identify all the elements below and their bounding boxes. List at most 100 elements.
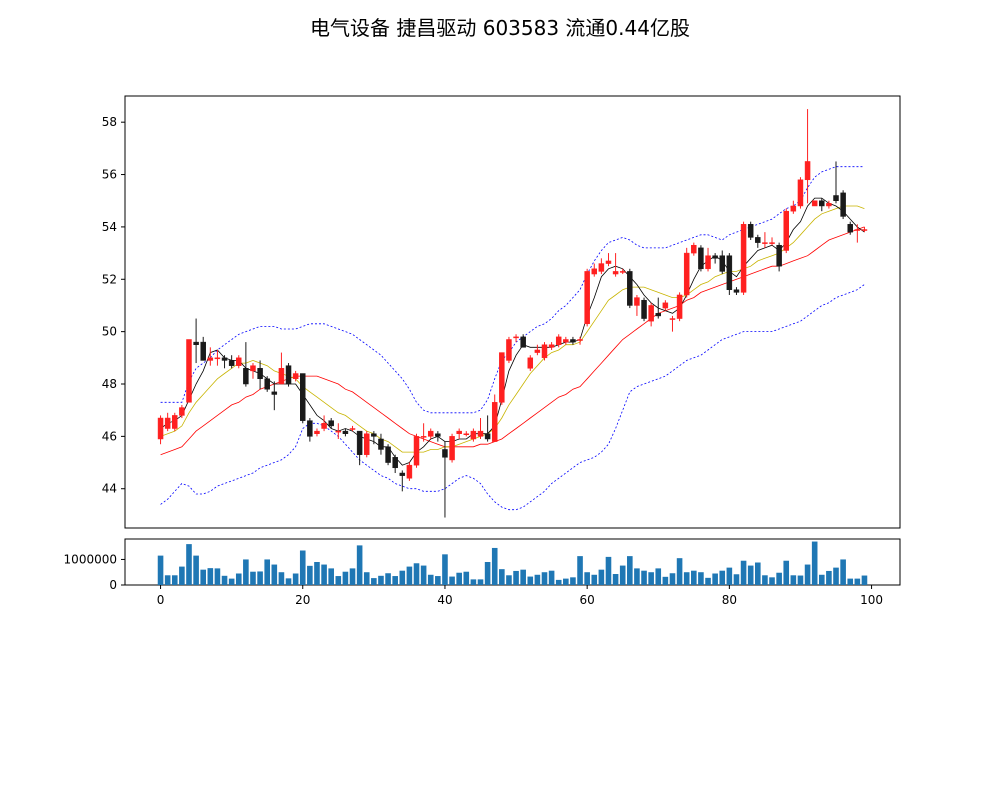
volume-bar — [193, 555, 199, 585]
candle-body — [243, 368, 249, 385]
candle-body — [292, 373, 299, 380]
volume-bar — [506, 575, 512, 585]
volume-bar — [413, 563, 420, 585]
volume-bar — [534, 574, 541, 585]
volume-bar — [221, 575, 228, 585]
candle-body — [420, 436, 427, 438]
candle-body — [769, 242, 775, 244]
candle-body — [669, 318, 676, 320]
candle-body — [349, 428, 356, 430]
candle-body — [577, 339, 583, 341]
volume-bar — [747, 565, 754, 585]
volume-bar — [463, 571, 470, 585]
candle-body — [221, 357, 228, 361]
candle-body — [271, 391, 278, 395]
price-ytick-label: 46 — [102, 429, 117, 443]
volume-bar — [292, 573, 299, 585]
volume-bar — [264, 559, 271, 585]
candle-body — [826, 203, 832, 207]
candle-body — [399, 472, 406, 476]
volume-bar — [513, 570, 519, 585]
candle-body — [676, 294, 683, 319]
volume-bar — [840, 559, 846, 585]
volume-bar — [342, 571, 349, 585]
volume-bar — [719, 570, 726, 585]
candle-body — [442, 449, 448, 458]
candle-body — [449, 436, 455, 461]
candle-body — [847, 224, 853, 233]
volume-bar — [235, 573, 242, 585]
candle-body — [534, 349, 541, 353]
candle-body — [484, 433, 491, 440]
volume-bar — [804, 564, 811, 585]
volume-bar — [577, 556, 583, 585]
volume-bar — [491, 547, 498, 585]
price-ytick-label: 44 — [102, 482, 117, 496]
volume-bar — [570, 577, 576, 585]
candle-body — [356, 430, 363, 455]
volume-bar — [157, 555, 164, 585]
volume-bar — [171, 575, 178, 585]
volume-bar — [520, 569, 526, 585]
candle-body — [705, 255, 711, 270]
volume-ytick-label: 1000000 — [64, 552, 117, 566]
xtick-label: 80 — [722, 593, 737, 607]
volume-bar — [648, 572, 654, 585]
volume-bar — [456, 572, 462, 585]
volume-bar — [612, 574, 619, 585]
candle-body — [378, 438, 384, 450]
candle-body — [207, 357, 214, 361]
volume-bar — [470, 579, 477, 585]
candle-body — [641, 299, 647, 319]
volume-bar — [676, 558, 683, 585]
price-panel: 44 46 48 50 52 54 56 58 — [102, 95, 901, 529]
candle-body — [584, 271, 590, 325]
volume-bar — [406, 566, 413, 585]
candle-body — [776, 244, 782, 267]
candle-body — [719, 255, 725, 272]
candle-body — [172, 415, 178, 429]
volume-bar — [811, 541, 818, 585]
volume-bar — [356, 545, 363, 585]
volume-bar — [662, 576, 669, 585]
volume-bar — [484, 562, 491, 585]
candle-body — [321, 423, 327, 429]
candle-body — [861, 229, 868, 231]
candle-body — [392, 457, 398, 469]
volume-bar — [427, 574, 434, 585]
chart-title: 电气设备 捷昌驱动 603583 流通0.44亿股 — [310, 16, 690, 40]
volume-bar — [307, 565, 313, 585]
candle-body — [783, 210, 789, 251]
candle-body — [193, 341, 199, 345]
candle-body — [278, 368, 285, 385]
volume-bar — [783, 560, 790, 585]
volume-bar — [548, 570, 555, 585]
xtick-label: 20 — [295, 593, 310, 607]
price-ytick-label: 48 — [102, 377, 117, 391]
volume-bar — [598, 569, 605, 585]
volume-bar — [164, 575, 171, 585]
candle-body — [819, 200, 825, 207]
volume-bar — [363, 572, 370, 585]
candle-body — [755, 237, 761, 243]
volume-bar — [228, 578, 235, 585]
candle-body — [548, 344, 555, 348]
candle-body — [726, 255, 733, 290]
candle-body — [598, 263, 605, 272]
candle-body — [335, 430, 342, 433]
xtick-label: 40 — [437, 593, 452, 607]
candle-body — [854, 229, 861, 231]
volume-bar — [769, 577, 775, 585]
candle-body — [385, 446, 391, 463]
candle-body — [477, 430, 484, 437]
volume-bar — [271, 564, 278, 585]
volume-bar — [669, 573, 676, 585]
candle-body — [797, 179, 804, 207]
candle-body — [627, 271, 633, 306]
volume-bar — [214, 568, 221, 585]
price-ytick-label: 50 — [102, 325, 117, 339]
candle-body — [790, 205, 797, 212]
volume-bar — [847, 578, 854, 585]
volume-bar — [499, 569, 505, 585]
